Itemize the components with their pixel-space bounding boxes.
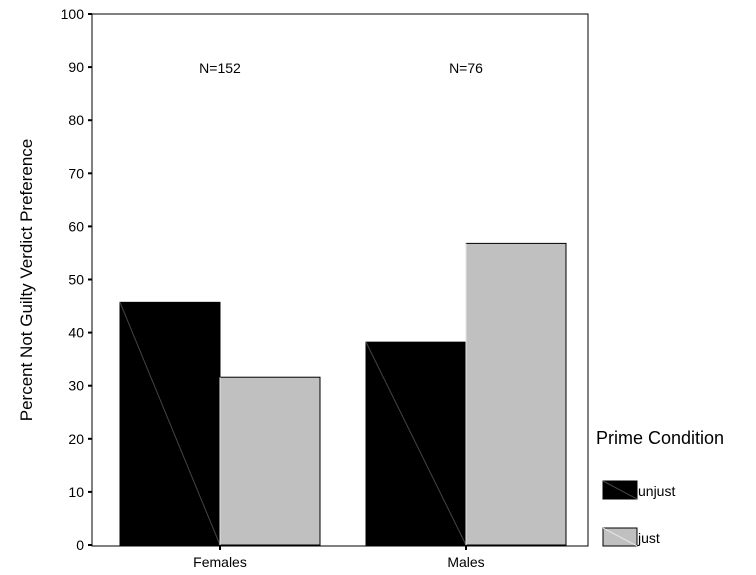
- y-tick-label: 50: [68, 272, 84, 288]
- bars: [119, 242, 567, 546]
- y-tick-label: 60: [68, 218, 84, 234]
- x-category-label: Males: [447, 554, 484, 570]
- y-tick-label: 0: [76, 537, 84, 553]
- bar-hatch-line: [119, 302, 221, 546]
- y-tick-label: 80: [68, 112, 84, 128]
- y-tick-label: 100: [61, 6, 85, 22]
- n-annotation: N=152: [199, 60, 241, 76]
- legend: unjust just: [602, 480, 675, 547]
- x-axis: Females Males: [193, 546, 485, 570]
- bar-hatch-line: [365, 341, 467, 546]
- y-tick-label: 10: [68, 484, 84, 500]
- x-category-label: Females: [193, 554, 247, 570]
- y-tick-label: 40: [68, 325, 84, 341]
- annotations: N=152 N=76: [199, 60, 483, 76]
- y-tick-label: 30: [68, 378, 84, 394]
- bar-just-males: [465, 242, 567, 546]
- n-annotation: N=76: [449, 60, 483, 76]
- y-tick-label: 90: [68, 59, 84, 75]
- legend-swatch-hatch: [602, 480, 638, 500]
- legend-label-just: just: [637, 530, 660, 546]
- legend-title: Prime Condition: [596, 428, 724, 448]
- y-tick-label: 20: [68, 431, 84, 447]
- bar-just-females: [219, 376, 321, 546]
- legend-swatch-hatch: [602, 527, 638, 547]
- legend-label-unjust: unjust: [638, 483, 675, 499]
- y-axis: 0 10 20 30 40 50 60 70 80 90 100: [61, 6, 92, 553]
- y-axis-label: Percent Not Guilty Verdict Preference: [17, 139, 36, 422]
- y-tick-label: 70: [68, 165, 84, 181]
